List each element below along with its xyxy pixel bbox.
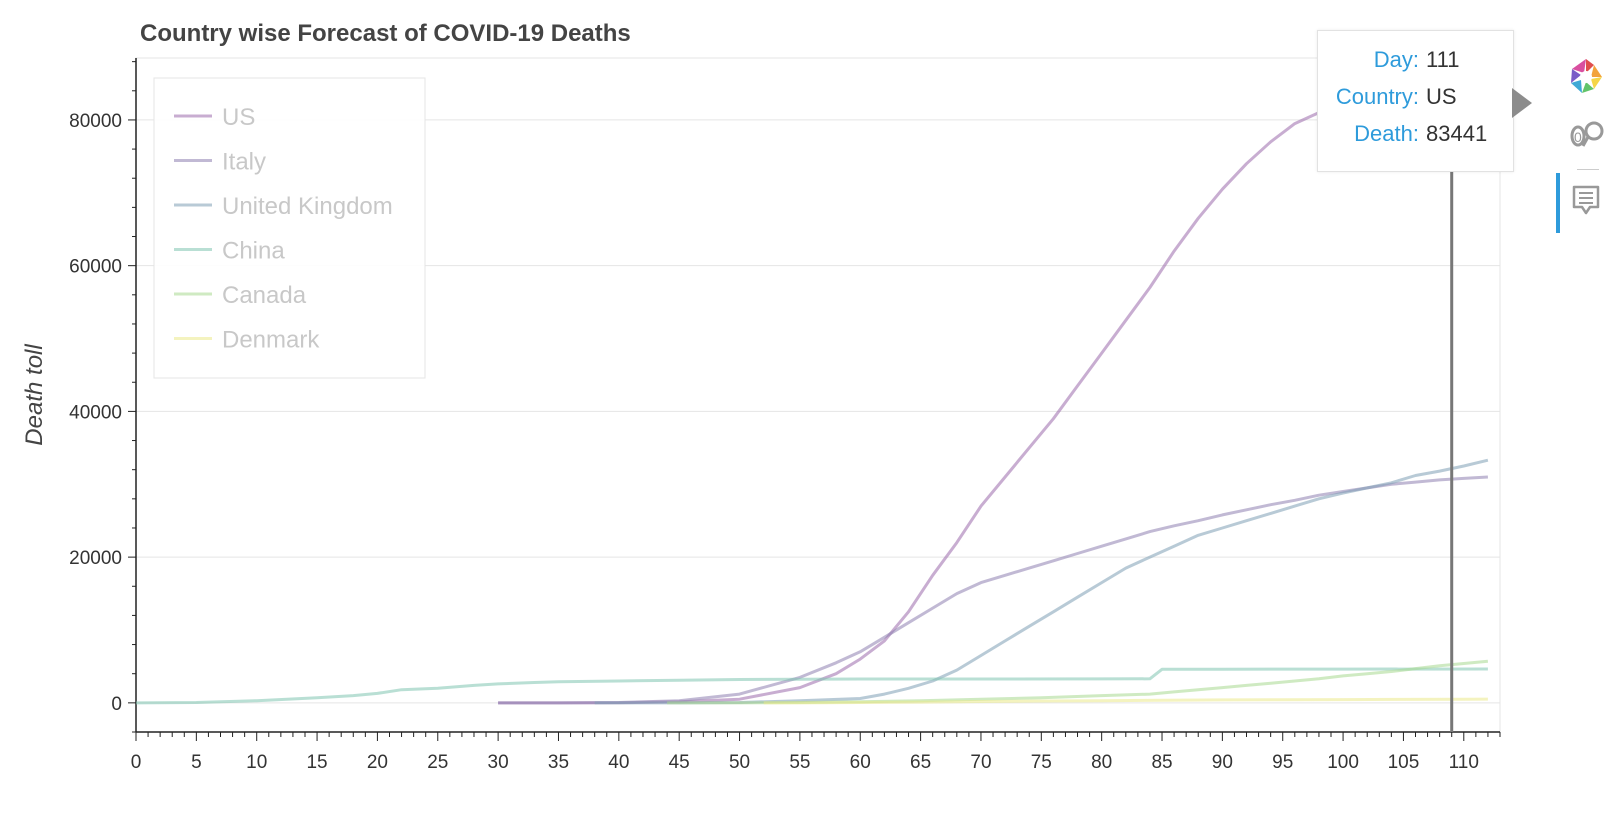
y-tick-label: 40000 (69, 402, 122, 423)
x-tick-label: 25 (427, 752, 448, 773)
x-tick-label: 70 (970, 752, 991, 773)
x-tick-label: 20 (367, 752, 388, 773)
plot-toolbar: 0 (1556, 55, 1616, 245)
legend-label: Canada (222, 282, 307, 309)
tooltip-death-value: 83441 (1426, 121, 1488, 146)
x-tick-label: 35 (548, 752, 569, 773)
legend-label: Denmark (222, 327, 320, 354)
x-tick-label: 85 (1151, 752, 1172, 773)
tooltip-row-death: Death: 83441 (1318, 121, 1513, 151)
axes: 0 20000 40000 60000 80000 Death toll 0 5 10 15 20 2… (21, 58, 1501, 773)
y-tick-label: 0 (111, 694, 122, 715)
series-line-canada (667, 659, 1489, 705)
hover-tool-icon[interactable]: 0 (1564, 113, 1608, 157)
x-tick-label: 30 (488, 752, 509, 773)
x-tick-label: 0 (131, 752, 142, 773)
x-tick-label: 90 (1212, 752, 1233, 773)
legend-label: US (222, 104, 255, 131)
hover-tooltip: Day: 111 Country: US Death: 83441 (1317, 30, 1514, 172)
y-tick-label: 60000 (69, 257, 122, 278)
series-line-china (135, 667, 1488, 705)
x-tick-label: 80 (1091, 752, 1112, 773)
y-axis-label: Death toll (21, 344, 48, 446)
chart-title: Country wise Forecast of COVID-19 Deaths (140, 20, 631, 47)
x-tick-label: 95 (1272, 752, 1293, 773)
x-tick-label: 45 (669, 752, 690, 773)
x-tick-label: 65 (910, 752, 931, 773)
toolbar-separator (1577, 169, 1599, 170)
toolbar-active-indicator (1556, 173, 1560, 233)
x-tick-label: 40 (608, 752, 629, 773)
legend-label: Italy (222, 149, 266, 176)
tooltip-day-value: 111 (1426, 47, 1460, 72)
x-tick-label: 110 (1449, 752, 1479, 773)
tooltip-pointer (1512, 88, 1532, 118)
x-tick-label: 105 (1388, 752, 1420, 773)
y-tick-label: 20000 (69, 548, 122, 569)
tooltip-row-day: Day: 111 (1318, 47, 1513, 77)
tooltip-country-value: US (1426, 84, 1457, 109)
svg-text:0: 0 (1574, 129, 1582, 145)
x-tick-label: 15 (306, 752, 327, 773)
tooltip-icon[interactable] (1564, 179, 1608, 223)
x-tick-label: 5 (191, 752, 202, 773)
x-tick-label: 10 (246, 752, 267, 773)
legend-label: United Kingdom (222, 193, 393, 220)
tooltip-row-country: Country: US (1318, 84, 1513, 114)
tooltip-country-label: Country: (1335, 84, 1419, 109)
legend-label: China (222, 238, 285, 265)
legend-box (153, 77, 426, 379)
y-tick-label: 80000 (69, 111, 122, 132)
x-tick-label: 60 (850, 752, 871, 773)
series-line-united-kingdom (594, 458, 1489, 705)
series-line-us (498, 85, 1489, 705)
legend: US Italy United Kingdom China Canada Denmark (153, 77, 426, 379)
x-tick-label: 55 (789, 752, 810, 773)
x-tick-label: 75 (1031, 752, 1052, 773)
bokeh-logo-icon[interactable] (1564, 55, 1608, 99)
series-line-denmark (763, 697, 1488, 705)
tooltip-death-label: Death: (1354, 121, 1419, 146)
x-tick-label: 100 (1327, 752, 1359, 773)
x-tick-label: 50 (729, 752, 750, 773)
tooltip-day-label: Day: (1373, 47, 1419, 72)
